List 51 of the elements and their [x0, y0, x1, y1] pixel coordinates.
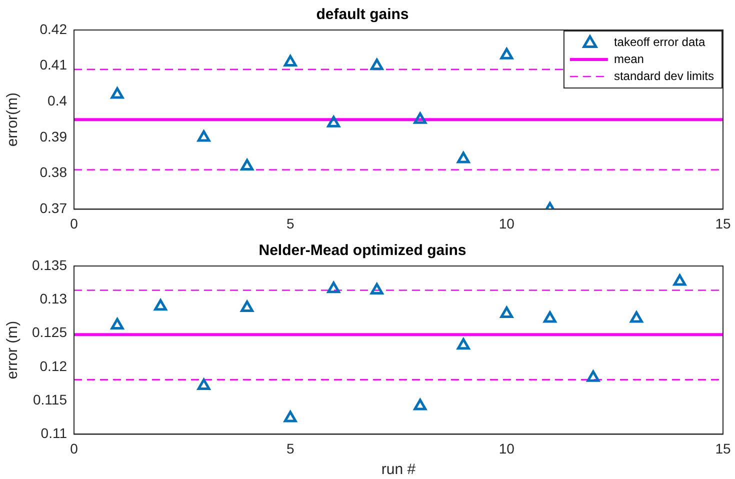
y-tick-label: 0.41: [40, 56, 68, 73]
x-tick-label: 15: [715, 440, 731, 456]
point: [240, 158, 254, 170]
legend-label: takeoff error data: [614, 34, 706, 49]
y-axis-title: error (m): [4, 320, 22, 380]
x-axis-title: run #: [381, 461, 416, 478]
y-tick-label: 0.12: [40, 358, 68, 374]
point: [327, 116, 340, 128]
x-tick-label: 0: [70, 440, 78, 456]
x-tick-label: 10: [498, 440, 515, 456]
point: [456, 338, 470, 350]
point: [500, 306, 514, 318]
x-tick-label: 0: [70, 215, 78, 232]
point: [586, 370, 600, 382]
chart-title: default gains: [316, 6, 409, 24]
legend-label: mean: [614, 52, 644, 66]
y-tick-label: 0.11: [40, 425, 68, 442]
y-tick-label: 0.37: [40, 200, 68, 216]
y-tick-label: 0.4: [48, 92, 68, 109]
y-tick-label: 0.125: [32, 324, 68, 340]
point: [284, 410, 297, 422]
point: [240, 300, 254, 312]
point: [543, 311, 556, 323]
y-tick-label: 0.115: [33, 391, 68, 408]
y-tick-label: 0.135: [32, 256, 68, 273]
point: [630, 311, 643, 323]
point: [414, 398, 427, 410]
x-tick-label: 15: [715, 215, 731, 232]
x-tick-label: 10: [498, 215, 515, 232]
point: [110, 87, 124, 99]
x-tick-label: 5: [286, 215, 294, 232]
y-tick-label: 0.39: [40, 128, 68, 144]
point: [154, 299, 167, 311]
point: [456, 152, 470, 164]
x-tick-label: 5: [286, 440, 294, 456]
y-axis-title: error(m): [4, 92, 22, 147]
point: [284, 55, 297, 67]
point: [500, 48, 514, 60]
point: [197, 130, 210, 142]
point: [327, 282, 340, 294]
legend-label: standard dev limits: [614, 68, 714, 83]
y-tick-label: 0.42: [40, 20, 68, 37]
point: [370, 58, 384, 70]
y-tick-label: 0.13: [40, 290, 68, 306]
point: [197, 378, 210, 390]
point: [414, 112, 427, 124]
point: [110, 318, 124, 330]
y-tick-label: 0.38: [40, 164, 68, 180]
point: [673, 274, 686, 286]
point: [370, 282, 384, 294]
chart-title: Nelder-Mead optimized gains: [258, 242, 466, 260]
